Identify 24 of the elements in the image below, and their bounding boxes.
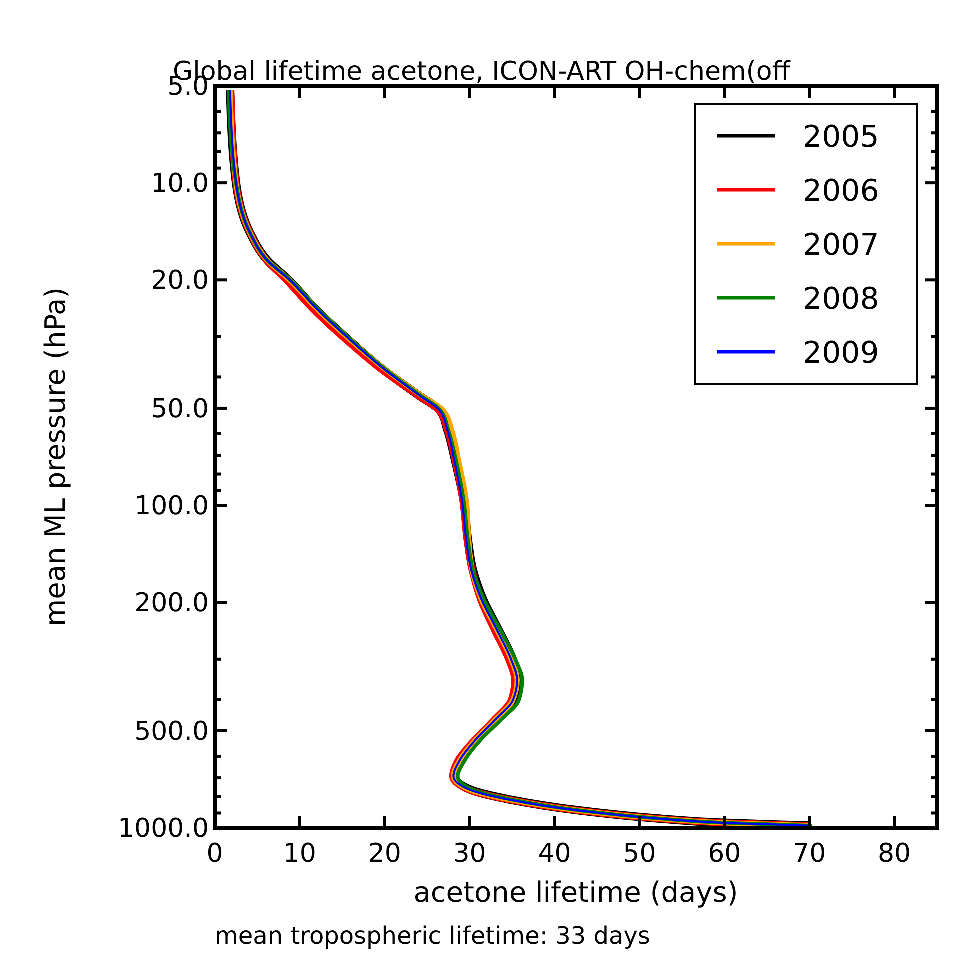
legend-label: 2006 bbox=[803, 174, 880, 209]
y-tick-label: 10.0 bbox=[151, 169, 209, 200]
x-tick-label: 50 bbox=[623, 839, 656, 869]
y-tick-label: 1000.0 bbox=[118, 814, 209, 844]
legend-label: 2005 bbox=[803, 120, 880, 155]
x-tick-label: 80 bbox=[878, 839, 912, 869]
y-tick-label: 200.0 bbox=[134, 588, 209, 619]
text: mean tropospheric lifetime: 33 days bbox=[215, 922, 650, 950]
x-tick-label: 0 bbox=[206, 839, 224, 869]
legend-label: 2009 bbox=[803, 336, 880, 371]
legend-label: 2007 bbox=[803, 228, 880, 263]
x-tick-label: 70 bbox=[793, 839, 826, 869]
x-tick-label: 30 bbox=[453, 839, 486, 869]
y-axis-title: mean ML pressure (hPa) bbox=[39, 287, 72, 627]
y-tick-label: 20.0 bbox=[151, 266, 209, 296]
y-tick-label: 50.0 bbox=[151, 394, 209, 424]
y-tick-label: 100.0 bbox=[134, 492, 209, 522]
x-tick-label: 40 bbox=[538, 839, 572, 869]
y-tick-label: 500.0 bbox=[134, 716, 209, 747]
x-tick-label: 10 bbox=[283, 839, 316, 869]
legend-label: 2008 bbox=[803, 282, 880, 317]
x-tick-label: 20 bbox=[368, 839, 402, 869]
x-tick-label: 60 bbox=[708, 839, 742, 869]
x-axis-title: acetone lifetime (days) bbox=[414, 876, 738, 909]
